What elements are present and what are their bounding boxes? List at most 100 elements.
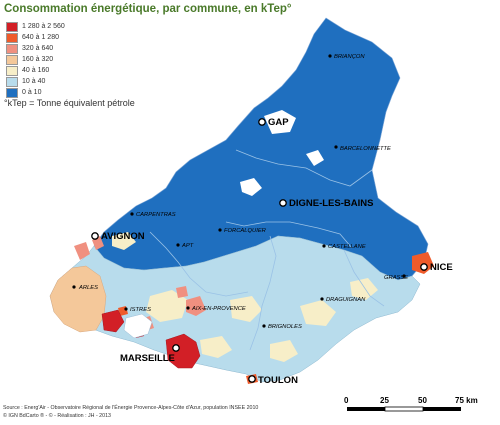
region-detail bbox=[270, 340, 298, 362]
city-label: NICE bbox=[430, 262, 453, 273]
border-line bbox=[225, 221, 353, 249]
region-detail bbox=[186, 296, 206, 316]
legend-item: 1 280 à 2 560 bbox=[6, 21, 65, 32]
city-marker-toulon bbox=[248, 375, 256, 383]
dot-aix bbox=[186, 306, 190, 310]
dot-carpentras bbox=[130, 212, 134, 216]
region-detail bbox=[112, 232, 136, 250]
region-detail bbox=[230, 296, 262, 322]
dot-istres bbox=[124, 307, 128, 311]
city-label: BRIANÇON bbox=[334, 54, 365, 60]
scale-tick-label: 0 bbox=[344, 396, 349, 405]
legend-label: 40 à 160 bbox=[22, 67, 50, 74]
dot-arles bbox=[72, 285, 76, 289]
legend-item: 40 à 160 bbox=[6, 65, 65, 76]
region-marseille bbox=[165, 333, 201, 369]
legend-label: 640 à 1 280 bbox=[22, 34, 59, 41]
legend-label: 10 à 40 bbox=[22, 78, 46, 85]
legend-item: 0 à 10 bbox=[6, 87, 65, 98]
scale-segment bbox=[423, 407, 461, 411]
source-line: © IGN BdCarto ® - © - Réalisation : JH -… bbox=[3, 412, 111, 419]
legend-swatch bbox=[6, 87, 18, 98]
city-marker-digne bbox=[279, 199, 287, 207]
city-label: DIGNE-LES-BAINS bbox=[289, 198, 373, 209]
dot-apt bbox=[176, 243, 180, 247]
city-label: TOULON bbox=[258, 375, 298, 386]
region-detail bbox=[74, 242, 90, 260]
source-line: Source : Energ'Air - Observatoire Région… bbox=[3, 405, 259, 411]
region-arles-area bbox=[49, 265, 107, 333]
dot-brignoles bbox=[262, 324, 266, 328]
unit-note: °kTep = Tonne équivalent pétrole bbox=[4, 98, 135, 108]
border-line bbox=[149, 231, 249, 297]
legend-item: 160 à 320 bbox=[6, 54, 65, 65]
legend-item: 640 à 1 280 bbox=[6, 32, 65, 43]
region-detail bbox=[350, 278, 378, 300]
region-detail bbox=[176, 286, 188, 298]
region-detail bbox=[306, 150, 324, 166]
city-label: AIX-EN-PROVENCE bbox=[191, 306, 246, 312]
region-detail bbox=[412, 252, 434, 274]
legend-item: 320 à 640 bbox=[6, 43, 65, 54]
legend-swatch bbox=[6, 43, 18, 54]
scale-segment bbox=[384, 406, 424, 412]
etang-de-berre bbox=[123, 313, 153, 339]
legend-swatch bbox=[6, 32, 18, 43]
dot-castellane bbox=[322, 244, 326, 248]
region-detail bbox=[146, 290, 188, 322]
city-label: GRASSE bbox=[384, 275, 408, 281]
region-detail bbox=[264, 110, 296, 134]
source-note: Source : Energ'Air - Observatoire Région… bbox=[3, 405, 258, 420]
major-city-labels: GAP DIGNE-LES-BAINS AVIGNON NICE MARSEIL… bbox=[101, 117, 453, 386]
dot-briancon bbox=[328, 54, 332, 58]
region-detail bbox=[200, 336, 232, 358]
city-label: APT bbox=[181, 243, 194, 249]
map-title: Consommation énergétique, par commune, e… bbox=[4, 3, 292, 15]
city-label: ISTRES bbox=[130, 307, 151, 313]
city-marker-marseille bbox=[172, 344, 180, 352]
legend-swatch bbox=[6, 65, 18, 76]
scale-tick-label: 75 km bbox=[455, 396, 478, 405]
city-label: DRAGUIGNAN bbox=[326, 297, 366, 303]
minor-city-markers bbox=[72, 54, 406, 328]
city-label: ARLES bbox=[78, 285, 98, 291]
city-markers bbox=[91, 118, 428, 383]
city-label: BARCELONNETTE bbox=[340, 146, 391, 152]
city-label: BRIGNOLES bbox=[268, 324, 302, 330]
region-detail bbox=[240, 178, 262, 196]
city-marker-gap bbox=[258, 118, 266, 126]
city-label: CASTELLANE bbox=[328, 244, 366, 250]
minor-city-labels: BRIANÇON BARCELONNETTE CARPENTRAS FORCAL… bbox=[78, 54, 408, 330]
legend-swatch bbox=[6, 21, 18, 32]
city-marker-avignon bbox=[91, 232, 99, 240]
legend-swatch bbox=[6, 54, 18, 65]
region-fos-istres bbox=[101, 309, 125, 333]
city-label: MARSEILLE bbox=[120, 353, 175, 364]
scale-bar: 0 25 50 75 km bbox=[344, 396, 478, 412]
city-label: AVIGNON bbox=[101, 231, 145, 242]
border-line bbox=[249, 235, 277, 351]
legend-label: 160 à 320 bbox=[22, 56, 54, 63]
border-line bbox=[343, 249, 385, 307]
scale-segment bbox=[347, 407, 385, 411]
legend-swatch bbox=[6, 76, 18, 87]
region-detail bbox=[300, 300, 336, 326]
city-label: FORCALQUIER bbox=[224, 228, 267, 234]
dot-draguignan bbox=[320, 297, 324, 301]
legend-label: 0 à 10 bbox=[22, 89, 42, 96]
legend-label: 320 à 640 bbox=[22, 45, 54, 52]
city-label: CARPENTRAS bbox=[136, 212, 176, 218]
department-borders bbox=[149, 149, 385, 351]
dot-barcelonnette bbox=[334, 145, 338, 149]
scale-tick-label: 50 bbox=[418, 396, 427, 405]
legend-label: 1 280 à 2 560 bbox=[22, 23, 65, 30]
dot-grasse bbox=[402, 274, 406, 278]
legend: 1 280 à 2 560 640 à 1 280 320 à 640 160 … bbox=[6, 21, 65, 98]
border-line bbox=[235, 149, 373, 187]
scale-tick-label: 25 bbox=[380, 396, 389, 405]
legend-item: 10 à 40 bbox=[6, 76, 65, 87]
dot-forcalquier bbox=[218, 228, 222, 232]
city-label: GAP bbox=[268, 117, 289, 128]
city-marker-nice bbox=[420, 263, 428, 271]
